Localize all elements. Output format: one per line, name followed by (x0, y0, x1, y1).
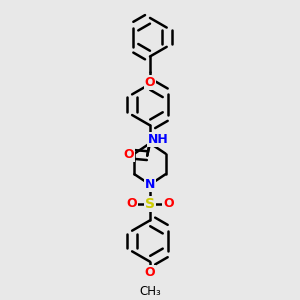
Text: S: S (145, 197, 155, 211)
Text: CH₃: CH₃ (139, 285, 161, 298)
Text: O: O (124, 148, 134, 161)
Text: NH: NH (148, 133, 169, 146)
Text: O: O (145, 76, 155, 89)
Text: O: O (126, 197, 136, 210)
Text: O: O (164, 197, 174, 210)
Text: O: O (145, 266, 155, 279)
Text: N: N (145, 178, 155, 191)
